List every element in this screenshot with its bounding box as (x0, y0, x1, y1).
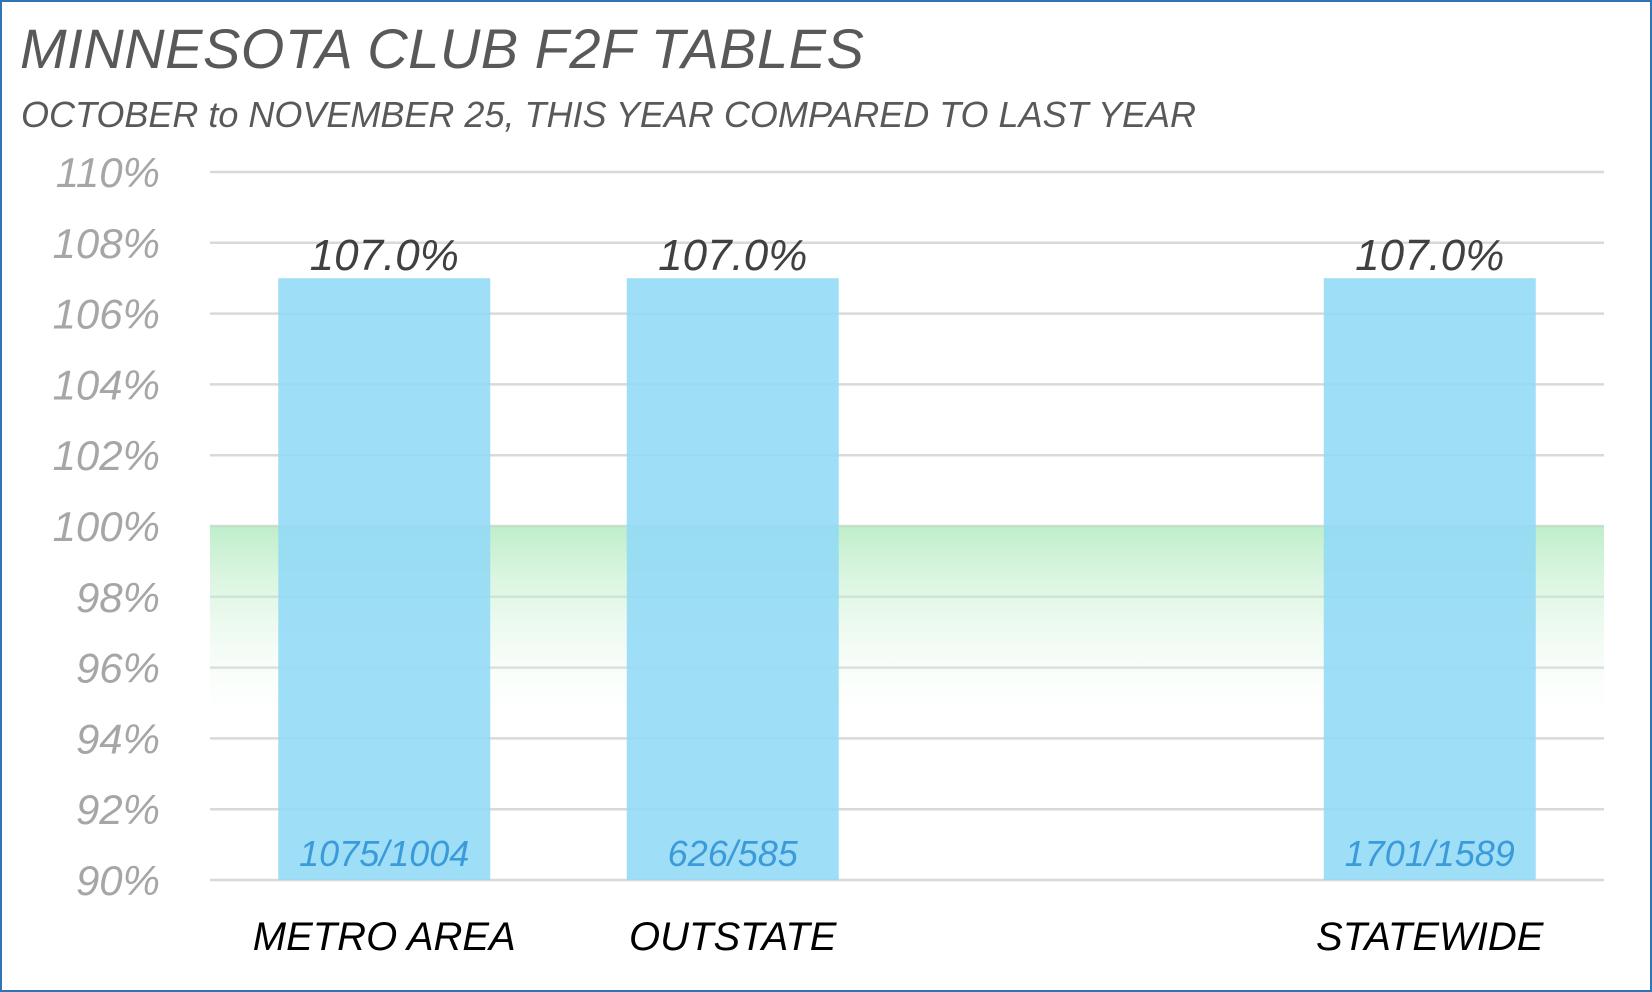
x-category-label: OUTSTATE (629, 915, 838, 959)
y-tick-label: 90% (76, 857, 160, 904)
bar (1323, 278, 1536, 880)
y-tick-label: 94% (76, 715, 160, 762)
count-label: 1075/1004 (299, 833, 469, 874)
x-category-label: METRO AREA (253, 915, 516, 959)
value-label: 107.0% (310, 231, 459, 280)
x-category-label: STATEWIDE (1316, 915, 1545, 959)
x-axis-category-labels: METRO AREA OUTSTATE STATEWIDE (253, 915, 1545, 959)
y-tick-label: 100% (53, 503, 160, 550)
y-tick-label: 102% (53, 432, 160, 479)
y-tick-label: 98% (76, 574, 160, 621)
y-tick-label: 92% (76, 786, 160, 833)
chart-subtitle: OCTOBER to NOVEMBER 25, THIS YEAR COMPAR… (21, 94, 1196, 135)
y-tick-label: 106% (53, 291, 160, 338)
y-tick-label: 96% (76, 645, 160, 692)
y-axis-tick-labels: 90% 92% 94% 96% 98% 100% 102% 104% 106% 108% 110% (53, 149, 160, 904)
bar (626, 278, 839, 880)
bar (278, 278, 491, 880)
value-label: 107.0% (1355, 231, 1504, 280)
chart-title: MINNESOTA CLUB F2F TABLES (20, 17, 865, 80)
count-label: 1701/1589 (1345, 833, 1515, 874)
value-label: 107.0% (658, 231, 807, 280)
bars (278, 278, 1536, 880)
y-tick-label: 108% (53, 220, 160, 267)
data-labels: 107.0% 1075/1004 107.0% 626/585 107.0% 1701/1… (299, 231, 1515, 874)
y-tick-label: 104% (53, 361, 160, 408)
y-tick-label: 110% (56, 149, 160, 196)
count-label: 626/585 (668, 833, 799, 874)
